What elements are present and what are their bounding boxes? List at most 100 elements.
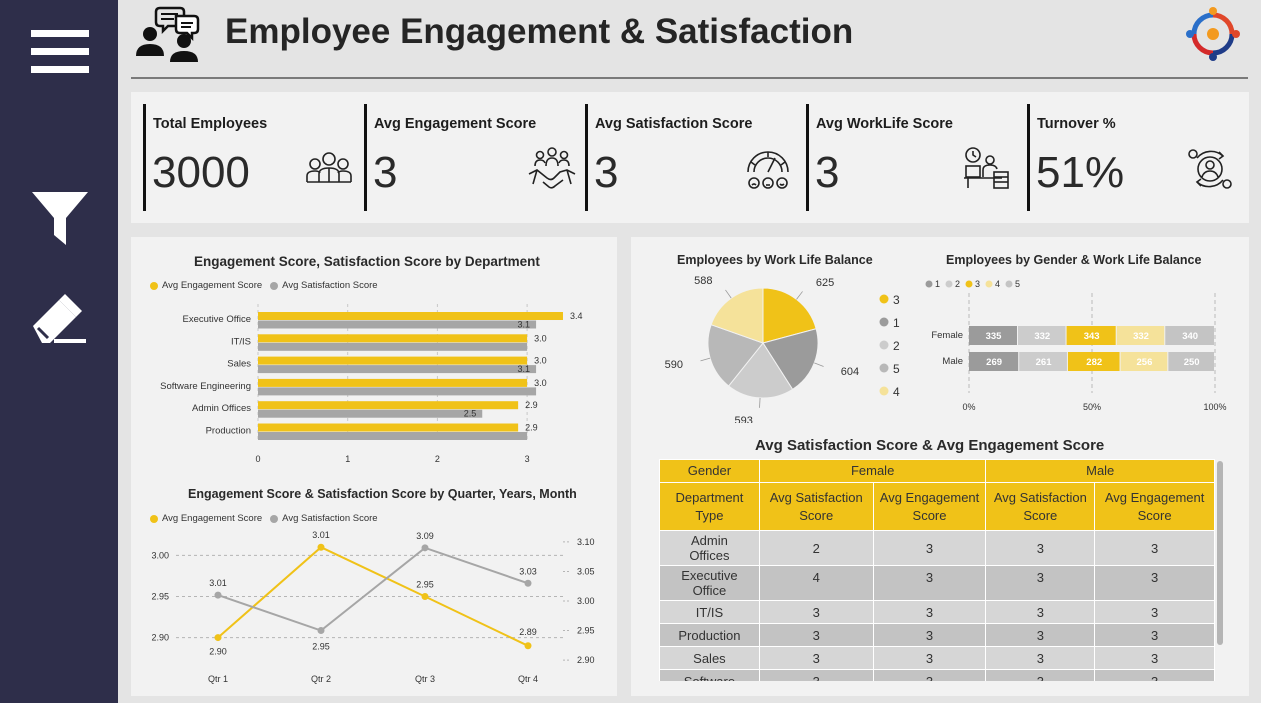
company-logo <box>1184 5 1242 63</box>
segment-label: 340 <box>1182 331 1198 342</box>
legend-dot-satisfaction <box>270 281 279 290</box>
score-cell: 3 <box>1094 530 1215 566</box>
matrix-col-header: Avg Satisfaction Score <box>758 482 874 531</box>
score-cell: 3 <box>1094 600 1215 624</box>
stacked-segment-2 <box>1019 352 1067 371</box>
x-tick-label: 1 <box>345 454 350 464</box>
right-axis-tick: 2.90 <box>577 655 595 665</box>
department-cell: Executive Office <box>659 565 760 601</box>
segment-label: 256 <box>1137 357 1153 368</box>
data-label: 2.9 <box>525 423 538 433</box>
bar-engagement <box>258 423 519 432</box>
data-label: 3.0 <box>534 333 547 343</box>
series-line-satisfaction <box>217 546 529 632</box>
kpi-avg-engagement: Avg Engagement Score 3 <box>364 104 580 211</box>
matrix-col-header: Avg Engagement Score <box>1094 482 1215 531</box>
kpi-turnover: Turnover % 51% <box>1027 104 1243 211</box>
matrix-row-header: Department Type <box>659 482 760 531</box>
department-cell: IT/IS <box>659 600 760 624</box>
legend-dot <box>879 294 889 304</box>
category-label: Software Engineering <box>160 381 251 392</box>
score-cell: 3 <box>1094 646 1215 670</box>
score-cell: 3 <box>758 669 874 681</box>
right-charts-panel: Employees by Work Life Balance 625 604 593… <box>631 237 1249 696</box>
segment-label: 282 <box>1086 357 1102 368</box>
score-cell: 3 <box>1094 623 1215 647</box>
stacked-segment-4 <box>1120 352 1168 371</box>
dept-bar-title: Engagement Score, Satisfaction Score by … <box>194 254 540 269</box>
turnover-cycle-icon <box>1185 144 1235 194</box>
series-line-engagement <box>217 546 529 647</box>
pie-leader-line <box>700 357 711 362</box>
segment-label: 269 <box>986 357 1002 368</box>
matrix-container[interactable]: Gender Female Male Department Type Avg S… <box>659 459 1215 681</box>
matrix-col-header: Avg Satisfaction Score <box>985 482 1096 531</box>
quarter-line-legend: Avg Engagement Score Avg Satisfaction Sc… <box>150 513 378 524</box>
x-tick-label: Qtr 1 <box>208 674 228 684</box>
matrix-title: Avg Satisfaction Score & Avg Engagement … <box>755 437 1105 454</box>
score-cell: 3 <box>758 646 874 670</box>
legend-dot-engagement <box>150 514 158 523</box>
kpi-value: 3 <box>373 148 398 197</box>
stacked-segment-1 <box>969 352 1019 371</box>
bar-satisfaction <box>258 409 483 418</box>
data-label: 3.09 <box>416 531 434 541</box>
legend-dot-engagement <box>150 281 158 290</box>
matrix-scrollbar[interactable] <box>1217 461 1223 645</box>
data-label: 3.0 <box>534 356 547 366</box>
legend-dot <box>945 280 953 288</box>
left-axis-tick: 3.00 <box>151 550 169 560</box>
legend-label: 2 <box>893 339 900 353</box>
legend-label: Avg Engagement Score <box>162 513 263 524</box>
data-label: 2.5 <box>464 409 477 419</box>
score-cell: 3 <box>985 669 1096 681</box>
segment-label: 335 <box>986 331 1003 342</box>
x-tick-label: Qtr 3 <box>415 674 435 684</box>
category-label: Female <box>931 330 963 341</box>
employees-icon <box>304 144 354 194</box>
kpi-avg-satisfaction: Avg Satisfaction Score 3 <box>585 104 801 211</box>
category-label: Production <box>206 426 251 437</box>
data-label: 2.95 <box>416 580 434 590</box>
data-label: 3.0 <box>534 378 547 388</box>
hamburger-menu-icon[interactable] <box>28 22 92 82</box>
quarter-line-title: Engagement Score & Satisfaction Score by… <box>188 487 577 501</box>
stacked-segment-4 <box>1116 326 1165 345</box>
legend-dot <box>925 280 933 288</box>
kpi-label: Avg Engagement Score <box>374 116 537 132</box>
bar-satisfaction <box>258 432 528 440</box>
stacked-segment-3 <box>1067 352 1120 371</box>
bar-satisfaction <box>258 387 537 396</box>
left-axis-tick: 2.95 <box>151 592 169 602</box>
legend-dot <box>879 317 889 327</box>
x-tick-label: Qtr 4 <box>518 674 538 684</box>
worklife-desk-icon <box>962 144 1012 194</box>
right-axis-tick: 3.10 <box>577 537 595 547</box>
table-row: Admin Offices 2 3 3 3 <box>659 530 1215 566</box>
department-cell: Admin Offices <box>659 530 760 566</box>
eraser-icon[interactable] <box>28 290 92 350</box>
score-cell: 3 <box>872 623 987 647</box>
score-cell: 3 <box>758 600 874 624</box>
kpi-label: Avg WorkLife Score <box>816 116 953 132</box>
legend-label: 1 <box>893 316 900 330</box>
x-tick-label: 0 <box>255 454 260 464</box>
data-label: 2.90 <box>209 647 227 657</box>
satisfaction-gauge-icon <box>743 144 793 194</box>
page-title: Employee Engagement & Satisfaction <box>225 12 854 51</box>
pie-leader-line <box>759 397 761 408</box>
kpi-value: 3 <box>815 148 840 197</box>
stacked-segment-3 <box>1066 326 1116 345</box>
filter-icon[interactable] <box>28 188 92 248</box>
data-point <box>421 593 429 600</box>
data-label: 3.1 <box>518 364 531 374</box>
kpi-value: 3000 <box>152 148 250 197</box>
segment-label: 343 <box>1084 331 1100 342</box>
kpi-value: 51% <box>1036 148 1125 197</box>
legend-dot <box>879 363 889 373</box>
pie-data-label: 588 <box>694 275 712 287</box>
data-label: 3.1 <box>518 320 531 330</box>
score-cell: 3 <box>758 623 874 647</box>
data-point <box>524 642 532 650</box>
